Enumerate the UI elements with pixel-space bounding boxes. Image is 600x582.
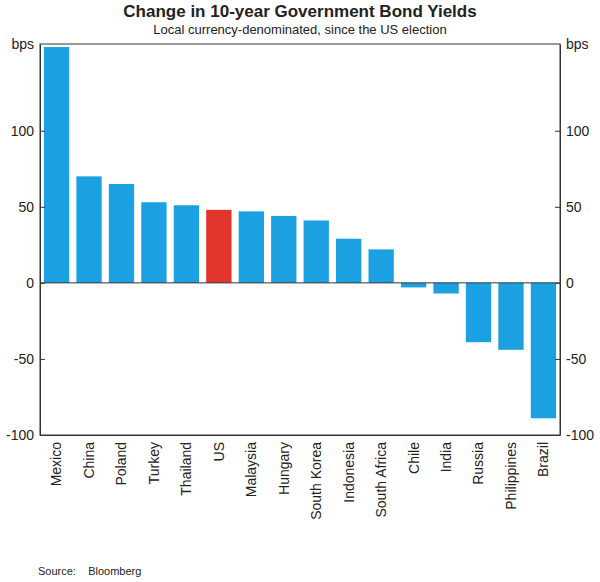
tick: -100 [555,427,594,443]
y-unit-right: bps [566,36,589,52]
tick-mark [40,207,45,208]
bar [206,210,231,283]
bars [44,47,556,418]
bar [174,205,199,283]
y-unit-left: bps [11,36,34,52]
tick-label: -100 [6,427,34,443]
axis-line [40,45,41,436]
tick: 100 [555,123,590,139]
bar [304,220,329,282]
tick-label: Turkey [146,442,162,484]
tick: Philippines [503,442,519,510]
subtitle: Local currency-denominated, since the US… [153,22,446,37]
tick-mark [40,359,45,360]
tick: Chile [406,442,422,474]
tick-label: 0 [26,275,34,291]
tick: 0 [555,275,574,291]
tick-label: Russia [470,442,486,485]
bar [336,239,361,283]
tick-label: 50 [18,199,34,215]
tick: Turkey [146,442,162,484]
bar [433,283,458,294]
bar [239,211,264,283]
tick-label: South Africa [373,442,389,518]
tick: -50 [14,351,45,367]
chart: Change in 10-year Government Bond Yields… [0,0,600,582]
y-axis-right: -100 -50 0 50 100 [555,45,594,443]
bar [109,184,134,283]
tick-label: India [438,442,454,473]
tick-label: Malaysia [243,442,259,497]
tick-label: 0 [566,275,574,291]
tick: 100 [11,123,45,139]
tick-label: -50 [566,351,586,367]
x-axis: Mexico China Poland Turkey Thailand US Malaysi… [41,436,561,520]
tick: Russia [470,442,486,485]
tick: 50 [18,199,45,215]
tick-label: 100 [11,123,35,139]
tick: -50 [555,351,586,367]
y-axis-left: -100 -50 0 50 100 [6,45,45,443]
tick-label: Poland [113,442,129,486]
title: Change in 10-year Government Bond Yields [123,2,476,21]
tick-label: Mexico [48,442,64,487]
tick: Thailand [178,442,194,496]
tick-mark [40,131,45,132]
tick-label: Philippines [503,442,519,510]
tick: Mexico [48,442,64,487]
tick-label: 50 [566,199,582,215]
tick: -100 [6,427,45,443]
frame [40,44,560,435]
bar [368,249,393,282]
bar [76,176,101,282]
bar [44,47,69,283]
tick-mark [555,283,560,284]
tick-label: 100 [566,123,590,139]
tick-mark [555,359,560,360]
plot: -100 -50 0 50 100 -100 -50 0 50 100 bps bps Mexico Ch… [6,36,594,520]
tick-label: -50 [14,351,34,367]
tick: South Africa [373,442,389,518]
bar [498,283,523,350]
tick: China [81,442,97,479]
tick-label: -100 [566,427,594,443]
tick-label: Chile [406,442,422,474]
tick: Poland [113,442,129,486]
axis-line [41,435,561,436]
tick: Brazil [535,442,551,477]
tick-label: Indonesia [341,442,357,503]
tick: 50 [555,199,582,215]
bar [531,283,556,418]
tick-mark [40,283,45,284]
tick-label: Hungary [276,442,292,495]
tick-label: Brazil [535,442,551,477]
bar [401,283,426,288]
tick: India [438,442,454,473]
tick: US [211,442,227,461]
tick: Malaysia [243,442,259,497]
tick: 0 [26,275,45,291]
tick-mark [555,131,560,132]
tick-mark [555,207,560,208]
source: Source: Bloomberg [38,565,141,577]
tick: South Korea [308,442,324,520]
bar [271,216,296,283]
tick-label: South Korea [308,442,324,520]
tick-label: US [211,442,227,461]
bar [466,283,491,342]
tick: Hungary [276,442,292,495]
zero-line [40,282,560,283]
tick-label: Thailand [178,442,194,496]
tick-label: China [81,442,97,479]
axis-line [560,45,561,436]
tick: Indonesia [341,442,357,503]
bar [141,202,166,283]
